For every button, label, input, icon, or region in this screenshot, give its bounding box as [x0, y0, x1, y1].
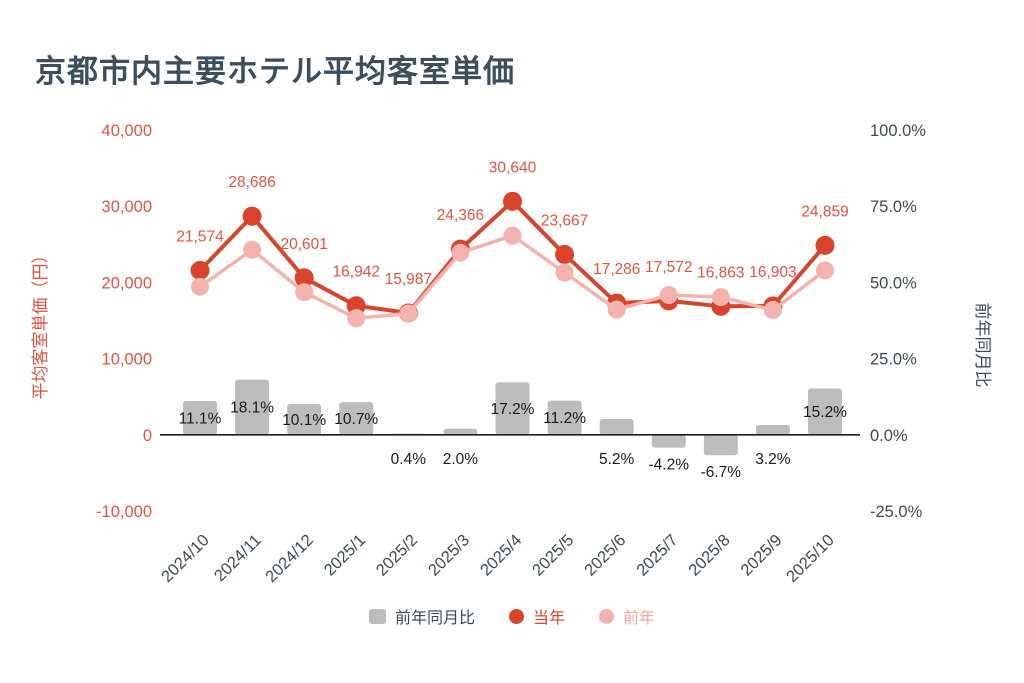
current-year-value-label: 16,942	[333, 264, 380, 281]
right-axis-tick: 100.0%	[870, 122, 926, 140]
x-axis-label: 2024/11	[211, 531, 265, 585]
yoy-bar-label: 10.7%	[334, 411, 378, 428]
x-axis-label: 2025/8	[685, 531, 733, 579]
yoy-bar	[547, 400, 582, 435]
left-axis-tick: 30,000	[102, 198, 152, 216]
x-axis-label: 2024/12	[262, 531, 317, 586]
yoy-bar	[703, 434, 738, 456]
current-year-value-label: 17,286	[593, 261, 640, 278]
yoy-bar	[287, 404, 322, 435]
current-year-point	[190, 260, 210, 280]
yoy-bar	[183, 400, 217, 435]
previous-year-point	[659, 286, 678, 305]
legend-item-current-year: 当年	[508, 604, 565, 628]
x-axis-label: 2025/2	[373, 531, 421, 579]
page-title: 京都市内主要ホテル平均客室単価	[35, 54, 515, 89]
current-year-value-label: 20,601	[280, 236, 327, 253]
current-year-point	[242, 206, 262, 226]
current-year-line	[198, 199, 827, 315]
yoy-bar	[339, 402, 374, 435]
current-year-point	[555, 244, 575, 264]
previous-year-point	[763, 300, 782, 319]
previous-year-point	[816, 261, 834, 280]
yoy-legend-marker	[368, 608, 386, 624]
left-axis-tick: 0	[143, 427, 152, 445]
x-axis-label: 2025/1	[321, 531, 369, 579]
current-year-value-label: 15,987	[385, 271, 432, 288]
x-axis-label: 2025/6	[581, 531, 629, 579]
previous-year-legend-marker	[599, 608, 614, 624]
previous-year-point	[711, 288, 730, 307]
yoy-bar-label: 5.2%	[599, 451, 635, 468]
current-year-point	[815, 235, 835, 255]
chart-legend: 前年同月比 当年 前年	[0, 604, 1024, 628]
x-axis-label: 2025/7	[633, 531, 681, 579]
yoy-bar-label: 3.2%	[755, 451, 791, 468]
previous-year-point	[399, 304, 418, 323]
legend-label-current-year: 当年	[532, 610, 565, 627]
yoy-bar-label: 15.2%	[803, 404, 847, 421]
previous-year-point	[503, 226, 522, 245]
current-year-legend-marker	[508, 608, 524, 624]
right-axis-tick: 50.0%	[870, 274, 917, 292]
yoy-bar-label: 11.1%	[179, 410, 222, 427]
current-year-value-label: 16,903	[749, 264, 796, 281]
legend-item-yoy: 前年同月比	[368, 604, 475, 628]
current-year-value-label: 30,640	[489, 159, 537, 176]
previous-year-point	[607, 300, 626, 319]
legend-label-previous-year: 前年	[623, 610, 656, 627]
yoy-bar-label: 0.4%	[391, 451, 427, 468]
combo-chart-canvas: 40,000 30,000 20,000 10,000 0 -10,000 100.0% 75…	[31, 122, 992, 586]
previous-year-point	[191, 277, 209, 296]
left-axis-title: 平均客室単価（円）	[31, 247, 50, 400]
right-axis-tick: 0.0%	[870, 427, 908, 445]
current-year-value-label: 24,859	[801, 203, 848, 220]
left-axis-tick: -10,000	[96, 503, 152, 521]
yoy-bar	[599, 418, 634, 435]
right-axis-tick: 25.0%	[870, 351, 917, 369]
yoy-bar-label: -4.2%	[649, 457, 690, 474]
current-year-value-label: 23,667	[541, 212, 588, 229]
previous-year-point	[243, 240, 262, 259]
x-axis-label: 2025/10	[783, 531, 838, 586]
previous-year-point	[295, 283, 314, 302]
yoy-bar-label: 17.2%	[491, 401, 535, 418]
yoy-bar-label: 18.1%	[230, 400, 274, 417]
x-axis-label: 2025/5	[529, 531, 577, 579]
yoy-bar	[443, 428, 478, 435]
x-axis-label: 2025/4	[477, 531, 525, 579]
yoy-bar	[495, 382, 530, 435]
left-axis-tick: 40,000	[102, 122, 152, 140]
x-axis-label: 2024/10	[158, 531, 213, 586]
previous-year-point	[347, 309, 366, 328]
current-year-value-label: 17,572	[645, 259, 692, 276]
right-axis-tick: -25.0%	[870, 503, 923, 521]
current-year-point	[503, 191, 522, 211]
current-year-point	[294, 268, 314, 288]
x-axis-label: 2025/9	[737, 531, 785, 579]
yoy-bar	[651, 434, 686, 448]
yoy-bar-label: -6.7%	[701, 464, 742, 481]
current-year-point	[346, 296, 366, 316]
previous-year-point	[555, 263, 574, 282]
current-year-value-label: 21,574	[176, 228, 224, 245]
current-year-value-label: 24,366	[437, 207, 484, 224]
yoy-bar	[235, 379, 270, 435]
current-year-value-label: 28,686	[228, 174, 275, 191]
yoy-bar-label: 11.2%	[543, 410, 586, 427]
legend-label-yoy: 前年同月比	[394, 610, 475, 627]
yoy-bar-label: 10.1%	[282, 412, 326, 429]
previous-year-point	[451, 243, 470, 262]
right-axis-tick: 75.0%	[870, 198, 917, 216]
left-axis-tick: 20,000	[102, 274, 152, 292]
x-axis-label: 2025/3	[425, 531, 473, 579]
yoy-bar	[755, 425, 790, 435]
legend-item-previous-year: 前年	[599, 604, 655, 628]
right-axis-title: 前年同月比	[973, 303, 992, 388]
yoy-bar-label: 2.0%	[443, 451, 479, 468]
yoy-bar	[808, 388, 842, 435]
left-axis-tick: 10,000	[102, 351, 152, 369]
current-year-value-label: 16,863	[697, 264, 744, 281]
